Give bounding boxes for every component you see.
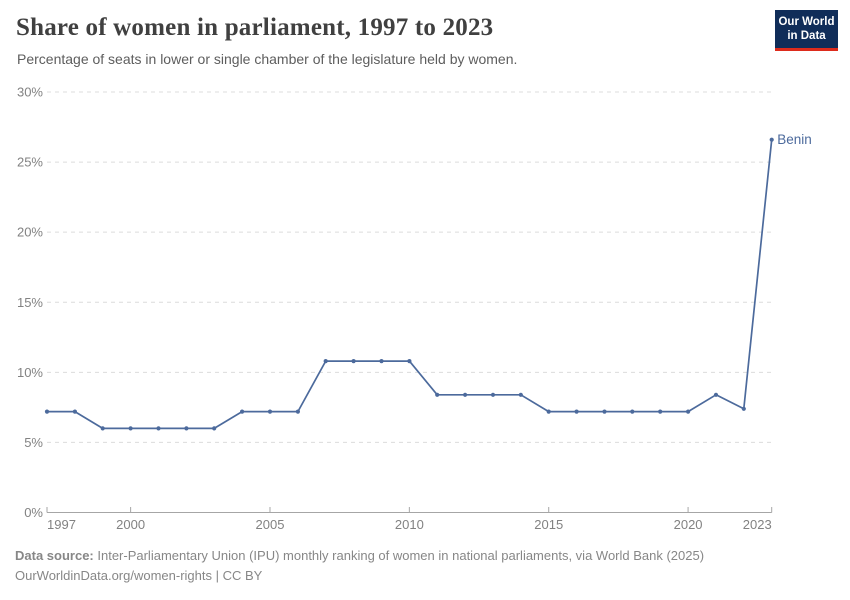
data-point-2017 (602, 409, 607, 414)
y-tick-label-5: 5% (24, 435, 43, 450)
data-point-2014 (518, 392, 523, 397)
data-point-2004 (240, 409, 245, 414)
data-point-2011 (435, 392, 440, 397)
owid-logo-line2: in Data (787, 30, 826, 42)
data-point-2020 (686, 409, 691, 414)
data-point-1998 (72, 409, 77, 414)
series-line-benin (46, 138, 773, 430)
data-point-2019 (658, 409, 663, 414)
chart-footer: Data source: Inter-Parliamentary Union (… (15, 546, 704, 586)
owid-logo-line1: Our World (778, 16, 835, 28)
data-point-1997 (44, 409, 50, 414)
x-tick-label-2015: 2015 (534, 517, 563, 532)
y-tick-label-10: 10% (17, 365, 43, 380)
x-tick-label-2010: 2010 (395, 517, 424, 532)
data-source-label: Data source: (15, 548, 94, 563)
data-point-2006 (295, 409, 300, 414)
page-title: Share of women in parliament, 1997 to 20… (16, 14, 494, 41)
y-tick-label-20: 20% (17, 225, 43, 240)
data-point-2000 (128, 426, 133, 431)
data-source-line: Data source: Inter-Parliamentary Union (… (15, 546, 704, 566)
data-source-text: Inter-Parliamentary Union (IPU) monthly … (93, 548, 705, 563)
data-point-2003 (212, 426, 217, 431)
data-point-2013 (490, 392, 496, 397)
data-point-2016 (574, 409, 579, 414)
x-tick-label-2000: 2000 (116, 517, 145, 532)
y-tick-label-30: 30% (17, 85, 43, 100)
y-tick-label-25: 25% (17, 155, 43, 170)
page-subtitle: Percentage of seats in lower or single c… (17, 51, 518, 67)
data-point-2010 (407, 359, 412, 364)
x-tick-label-2020: 2020 (674, 517, 703, 532)
y-tick-label-0: 0% (24, 505, 43, 520)
data-point-2021 (713, 392, 719, 397)
data-point-2022 (741, 406, 746, 411)
data-point-2002 (184, 426, 189, 431)
data-point-2012 (463, 392, 468, 397)
data-point-2007 (323, 359, 328, 364)
data-point-2009 (379, 359, 384, 364)
owid-url-license-line: OurWorldinData.org/women-rights | CC BY (15, 568, 263, 583)
data-point-2005 (267, 409, 273, 414)
data-point-1999 (100, 426, 105, 431)
x-tick-label-1997: 1997 (47, 517, 76, 532)
data-point-2001 (156, 426, 161, 431)
data-point-2023 (769, 137, 774, 142)
owid-logo: Our World in Data (775, 10, 838, 51)
series-end-label-benin: Benin (777, 132, 812, 147)
data-point-2008 (351, 359, 356, 364)
data-point-2015 (546, 409, 551, 414)
x-tick-label-2005: 2005 (256, 517, 285, 532)
y-tick-label-15: 15% (17, 295, 43, 310)
data-point-2018 (630, 409, 635, 414)
x-tick-label-2023: 2023 (743, 517, 772, 532)
